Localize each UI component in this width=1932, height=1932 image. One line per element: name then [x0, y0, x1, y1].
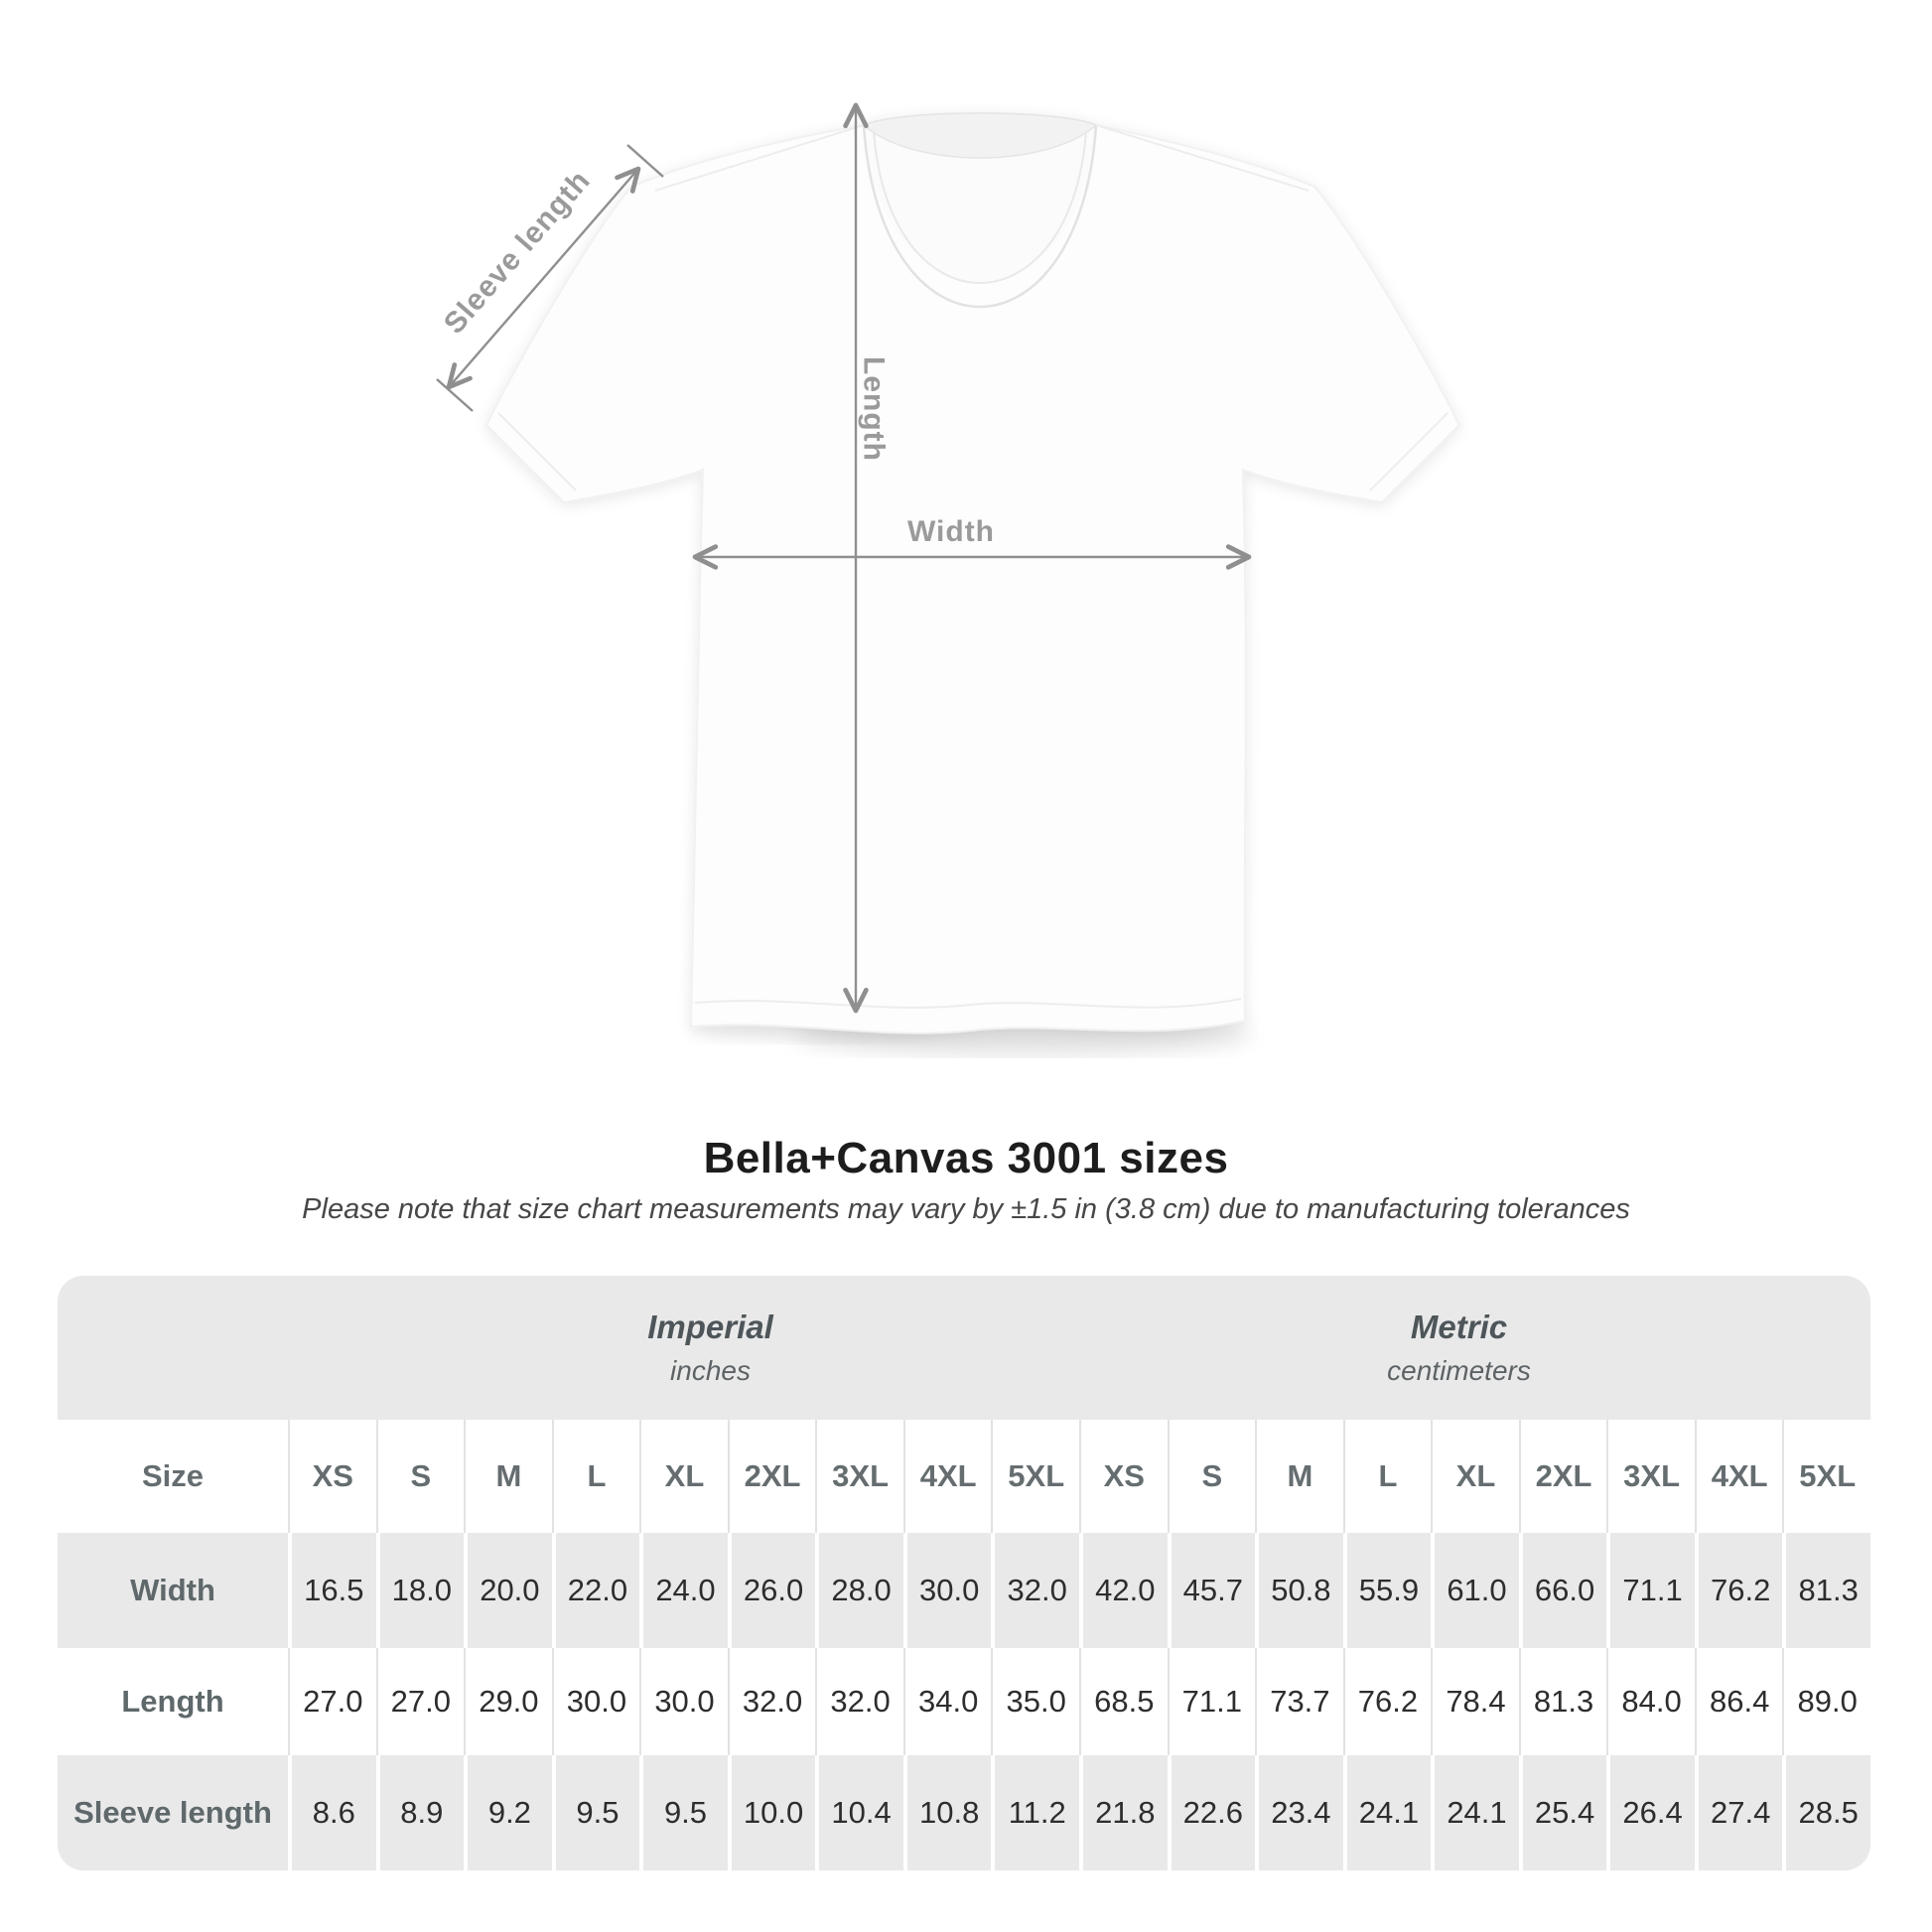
measurement-cell: 45.7: [1167, 1533, 1256, 1648]
measurement-cell: 8.9: [375, 1755, 465, 1870]
size-header: 3XL: [1606, 1420, 1695, 1533]
measurement-cell: 68.5: [1079, 1648, 1168, 1755]
measurement-cell: 86.4: [1694, 1648, 1783, 1755]
measurement-cell: 28.5: [1782, 1755, 1870, 1870]
measurement-cell: 27.4: [1694, 1755, 1783, 1870]
row-label: Width: [58, 1533, 288, 1648]
measurement-cell: 26.0: [727, 1533, 816, 1648]
measurement-cell: 27.0: [288, 1648, 376, 1755]
metric-sublabel: centimeters: [1387, 1355, 1531, 1386]
measurement-cell: 10.4: [815, 1755, 903, 1870]
measurement-cell: 24.0: [639, 1533, 728, 1648]
measurement-cell: 25.4: [1518, 1755, 1607, 1870]
measurement-cell: 26.4: [1606, 1755, 1695, 1870]
measurement-cell: 30.0: [902, 1533, 992, 1648]
sleeve-dimension-cap: [626, 144, 664, 178]
tolerance-note: Please note that size chart measurements…: [302, 1193, 1630, 1225]
measurement-cell: 73.7: [1255, 1648, 1343, 1755]
measurement-cell: 10.8: [902, 1755, 992, 1870]
measurement-cell: 30.0: [639, 1648, 728, 1755]
measurement-cell: 28.0: [815, 1533, 903, 1648]
measurement-cell: 32.0: [727, 1648, 816, 1755]
measurement-cell: 10.0: [727, 1755, 816, 1870]
measurement-cell: 24.1: [1342, 1755, 1432, 1870]
measurement-cell: 89.0: [1782, 1648, 1870, 1755]
size-header: M: [1255, 1420, 1343, 1533]
measurement-cell: 22.0: [551, 1533, 640, 1648]
measurement-cell: 23.4: [1255, 1755, 1343, 1870]
measurement-cell: 21.8: [1079, 1755, 1168, 1870]
measurement-cell: 32.0: [815, 1648, 903, 1755]
size-header: 3XL: [815, 1420, 903, 1533]
measurement-cell: 32.0: [991, 1533, 1079, 1648]
measurement-cell: 81.3: [1518, 1648, 1607, 1755]
size-header: 4XL: [902, 1420, 992, 1533]
measurement-cell: 16.5: [288, 1533, 376, 1648]
measurement-cell: 55.9: [1342, 1533, 1432, 1648]
imperial-label: Imperial: [647, 1309, 773, 1345]
imperial-sublabel: inches: [670, 1355, 751, 1386]
measurement-cell: 66.0: [1518, 1533, 1607, 1648]
measurement-cell: 50.8: [1255, 1533, 1343, 1648]
measurement-cell: 8.6: [288, 1755, 376, 1870]
size-header: XS: [1079, 1420, 1168, 1533]
measurement-cell: 78.4: [1431, 1648, 1519, 1755]
measurement-cell: 84.0: [1606, 1648, 1695, 1755]
measurement-cell: 30.0: [551, 1648, 640, 1755]
size-header: S: [1167, 1420, 1256, 1533]
measurement-cell: 81.3: [1782, 1533, 1870, 1648]
metric-label: Metric: [1410, 1309, 1508, 1345]
collar: [862, 112, 1098, 308]
row-label: Sleeve length: [58, 1755, 288, 1870]
measurement-cell: 22.6: [1167, 1755, 1256, 1870]
tshirt-illustration: [484, 112, 1461, 1035]
measurement-cell: 76.2: [1342, 1648, 1432, 1755]
measurement-cell: 61.0: [1431, 1533, 1519, 1648]
size-header: XL: [1431, 1420, 1519, 1533]
measurement-cell: 9.2: [464, 1755, 552, 1870]
measurement-cell: 29.0: [464, 1648, 552, 1755]
length-label: Length: [858, 356, 891, 462]
sleeve-dimension-cap: [436, 378, 474, 412]
size-header: 2XL: [727, 1420, 816, 1533]
measurement-cell: 9.5: [639, 1755, 728, 1870]
measurement-cell: 42.0: [1079, 1533, 1168, 1648]
size-header: L: [551, 1420, 640, 1533]
measurement-cell: 71.1: [1167, 1648, 1256, 1755]
size-column-header: Size: [58, 1420, 288, 1533]
size-table: Imperial inches Metric centimeters Size …: [58, 1276, 1870, 1870]
measurement-cell: 18.0: [375, 1533, 465, 1648]
measurement-cell: 71.1: [1606, 1533, 1695, 1648]
band-corner: [58, 1276, 288, 1420]
row-label: Length: [58, 1648, 288, 1755]
size-header: M: [464, 1420, 552, 1533]
measurement-cell: 34.0: [902, 1648, 992, 1755]
tshirt-size-diagram: Length Width Sleeve length: [436, 102, 1461, 1054]
size-header: L: [1342, 1420, 1432, 1533]
page-title: Bella+Canvas 3001 sizes: [703, 1134, 1229, 1182]
width-label: Width: [907, 515, 995, 548]
size-header: 5XL: [991, 1420, 1079, 1533]
measurement-cell: 35.0: [991, 1648, 1079, 1755]
size-header: S: [375, 1420, 465, 1533]
size-header: 5XL: [1782, 1420, 1870, 1533]
size-header: 2XL: [1518, 1420, 1607, 1533]
size-header: XL: [639, 1420, 728, 1533]
imperial-unit-group: Imperial inches: [288, 1276, 1079, 1420]
sleeve-dimension-line: [446, 166, 641, 390]
measurement-cell: 27.0: [375, 1648, 465, 1755]
measurement-cell: 76.2: [1694, 1533, 1783, 1648]
measurement-cell: 11.2: [991, 1755, 1079, 1870]
seam-lines: [497, 124, 1449, 1009]
metric-unit-group: Metric centimeters: [1079, 1276, 1870, 1420]
measurement-cell: 9.5: [551, 1755, 640, 1870]
size-header: 4XL: [1694, 1420, 1783, 1533]
size-header: XS: [288, 1420, 376, 1533]
measurement-cell: 24.1: [1431, 1755, 1519, 1870]
measurement-cell: 20.0: [464, 1533, 552, 1648]
